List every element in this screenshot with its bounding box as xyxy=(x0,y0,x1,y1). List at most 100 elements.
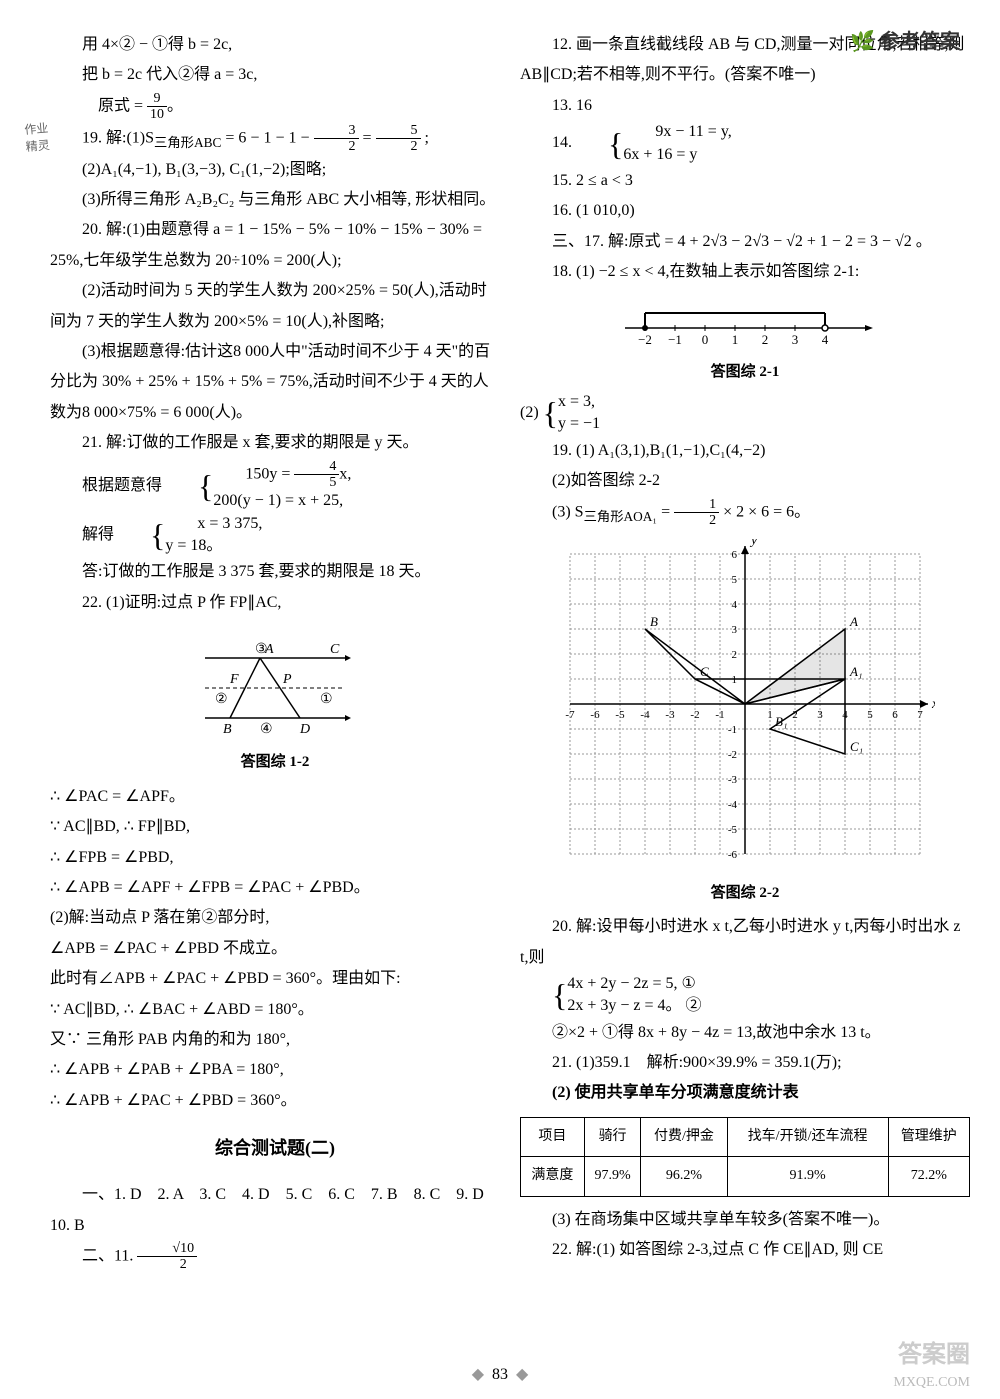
text: ∴ ∠PAC = ∠APF。 xyxy=(50,782,500,812)
svg-text:-5: -5 xyxy=(728,824,738,836)
svg-text:−2: −2 xyxy=(638,332,652,347)
text: (3) 在商场集中区域共享单车较多(答案不唯一)。 xyxy=(520,1205,970,1235)
number-line: −2−101234 xyxy=(520,298,970,348)
svg-text:①: ① xyxy=(320,692,333,707)
svg-text:-1: -1 xyxy=(728,724,737,736)
svg-text:2: 2 xyxy=(762,332,769,347)
svg-text:A: A xyxy=(264,642,274,657)
svg-text:C₁: C₁ xyxy=(850,739,863,754)
text: 一、1. D 2. A 3. C 4. D 5. C 6. C 7. B 8. … xyxy=(50,1180,500,1241)
svg-text:②: ② xyxy=(215,692,228,707)
svg-text:A: A xyxy=(849,614,858,629)
svg-text:B: B xyxy=(650,614,658,629)
svg-text:4: 4 xyxy=(732,599,738,611)
text: 三、17. 解:原式 = 4 + 2√3 − 2√3 − √2 + 1 − 2 … xyxy=(520,227,970,257)
svg-text:3: 3 xyxy=(817,709,823,721)
text: 把 b = 2c 代入②得 a = 3c, xyxy=(50,60,500,90)
branch-icon: 🌿 xyxy=(850,31,875,53)
svg-text:y: y xyxy=(749,539,758,548)
text: { 4x + 2y − 2z = 5, ①2x + 3y − z = 4。 ② xyxy=(520,973,970,1018)
text: 又∵ 三角形 PAB 内角的和为 180°, xyxy=(50,1025,500,1055)
caption: 答图综 2-1 xyxy=(520,358,970,387)
text: (2) 使用共享单车分项满意度统计表 xyxy=(520,1078,970,1108)
page-number: 83 xyxy=(464,1364,537,1384)
svg-text:7: 7 xyxy=(917,709,923,721)
sidebar-note: 作业 精灵 xyxy=(24,119,51,155)
section-title: 综合测试题(二) xyxy=(50,1131,500,1165)
left-column: 用 4×② − ①得 b = 2c, 把 b = 2c 代入②得 a = 3c,… xyxy=(50,30,500,1273)
text: 21. 解:订做的工作服是 x 套,要求的期限是 y 天。 xyxy=(50,428,500,458)
svg-text:-5: -5 xyxy=(615,709,625,721)
svg-text:-6: -6 xyxy=(728,849,738,861)
text: 16. (1 010,0) xyxy=(520,196,970,226)
svg-text:1: 1 xyxy=(732,674,738,686)
svg-text:C: C xyxy=(700,664,709,679)
svg-text:4: 4 xyxy=(822,332,829,347)
text: (3)根据题意得:估计这8 000人中"活动时间不少于 4 天"的百分比为 30… xyxy=(50,337,500,428)
svg-text:-6: -6 xyxy=(590,709,600,721)
diagram-1: ③ A C F P ② ① B ④ D xyxy=(50,628,500,738)
text: ∴ ∠APB = ∠APF + ∠FPB = ∠PAC + ∠PBD。 xyxy=(50,873,500,903)
watermark: 答案圈 xyxy=(898,1334,970,1369)
svg-text:B: B xyxy=(223,722,232,737)
svg-text:-1: -1 xyxy=(715,709,724,721)
text: 14. { 9x − 11 = y,6x + 16 = y xyxy=(520,121,970,166)
svg-text:-2: -2 xyxy=(690,709,699,721)
svg-text:3: 3 xyxy=(792,332,799,347)
text: ∠APB = ∠PAC + ∠PBD 不成立。 xyxy=(50,934,500,964)
svg-text:-4: -4 xyxy=(640,709,650,721)
svg-text:1: 1 xyxy=(767,709,773,721)
text: 22. (1)证明:过点 P 作 FP∥AC, xyxy=(50,588,500,618)
grid-diagram: -7-6-5-4-3-2-11234567-6-5-4-3-2-1123456x… xyxy=(520,539,970,869)
text: 21. (1)359.1 解析:900×39.9% = 359.1(万); xyxy=(520,1048,970,1078)
svg-text:-3: -3 xyxy=(665,709,675,721)
watermark-url: MXQE.COM xyxy=(893,1375,970,1391)
svg-text:x: x xyxy=(931,697,935,712)
text: 19. (1) A₁(3,1),B₁(1,−1),C₁(4,−2) xyxy=(520,436,970,466)
text: ∴ ∠APB + ∠PAC + ∠PBD = 360°。 xyxy=(50,1086,500,1116)
text: (3) S三角形AOA₁ = 12 × 2 × 6 = 6。 xyxy=(520,497,970,529)
text: (2)A₁(4,−1), B₁(3,−3), C₁(1,−2);图略; xyxy=(50,155,500,185)
text: 根据题意得 { 150y = 45x, 200(y − 1) = x + 25, xyxy=(50,459,500,513)
header-title: 参考答案 xyxy=(880,31,960,53)
svg-text:5: 5 xyxy=(867,709,873,721)
svg-text:-4: -4 xyxy=(728,799,738,811)
satisfaction-table: 项目骑行付费/押金找车/开锁/还车流程管理维护 满意度97.9%96.2%91.… xyxy=(520,1117,970,1197)
svg-text:P: P xyxy=(282,672,292,687)
text: (2)活动时间为 5 天的学生人数为 200×25% = 50(人),活动时间为… xyxy=(50,276,500,337)
svg-text:-7: -7 xyxy=(565,709,575,721)
text: (3)所得三角形 A₂B₂C₂ 与三角形 ABC 大小相等, 形状相同。 xyxy=(50,185,500,215)
text: 二、11. √102 xyxy=(50,1241,500,1273)
text: 答:订做的工作服是 3 375 套,要求的期限是 18 天。 xyxy=(50,557,500,587)
text: 解得 { x = 3 375,y = 18。 xyxy=(50,513,500,558)
svg-text:2: 2 xyxy=(732,649,738,661)
svg-text:-2: -2 xyxy=(728,749,737,761)
text: 13. 16 xyxy=(520,91,970,121)
text: 20. 解:(1)由题意得 a = 1 − 15% − 5% − 10% − 1… xyxy=(50,215,500,276)
svg-text:C: C xyxy=(330,642,340,657)
svg-text:B₁: B₁ xyxy=(775,714,787,729)
text: 15. 2 ≤ a < 3 xyxy=(520,166,970,196)
caption: 答图综 1-2 xyxy=(50,748,500,777)
svg-text:D: D xyxy=(299,722,310,737)
text: 20. 解:设甲每小时进水 x t,乙每小时进水 y t,丙每小时出水 z t,… xyxy=(520,912,970,973)
svg-text:5: 5 xyxy=(732,574,738,586)
svg-text:3: 3 xyxy=(732,624,738,636)
text: (2) { x = 3,y = −1 xyxy=(520,391,970,436)
text: 用 4×② − ①得 b = 2c, xyxy=(50,30,500,60)
svg-text:F: F xyxy=(229,672,239,687)
right-column: 12. 画一条直线截线段 AB 与 CD,测量一对同位角,若相等,则 AB∥CD… xyxy=(520,30,970,1273)
svg-text:-3: -3 xyxy=(728,774,738,786)
text: (2)如答图综 2-2 xyxy=(520,466,970,496)
text: ∵ AC∥BD, ∴ FP∥BD, xyxy=(50,812,500,842)
svg-text:6: 6 xyxy=(732,549,738,561)
text: 19. 解:(1)S三角形ABC = 6 − 1 − 1 − 32 = 52 ; xyxy=(50,123,500,155)
text: ∴ ∠FPB = ∠PBD, xyxy=(50,843,500,873)
text: 18. (1) −2 ≤ x < 4,在数轴上表示如答图综 2-1: xyxy=(520,257,970,287)
svg-text:④: ④ xyxy=(260,722,273,737)
text: ②×2 + ①得 8x + 8y − 4z = 13,故池中余水 13 t。 xyxy=(520,1018,970,1048)
svg-text:−1: −1 xyxy=(668,332,682,347)
svg-text:0: 0 xyxy=(702,332,709,347)
text: 22. 解:(1) 如答图综 2-3,过点 C 作 CE∥AD, 则 CE xyxy=(520,1235,970,1265)
text: ∵ AC∥BD, ∴ ∠BAC + ∠ABD = 180°。 xyxy=(50,995,500,1025)
